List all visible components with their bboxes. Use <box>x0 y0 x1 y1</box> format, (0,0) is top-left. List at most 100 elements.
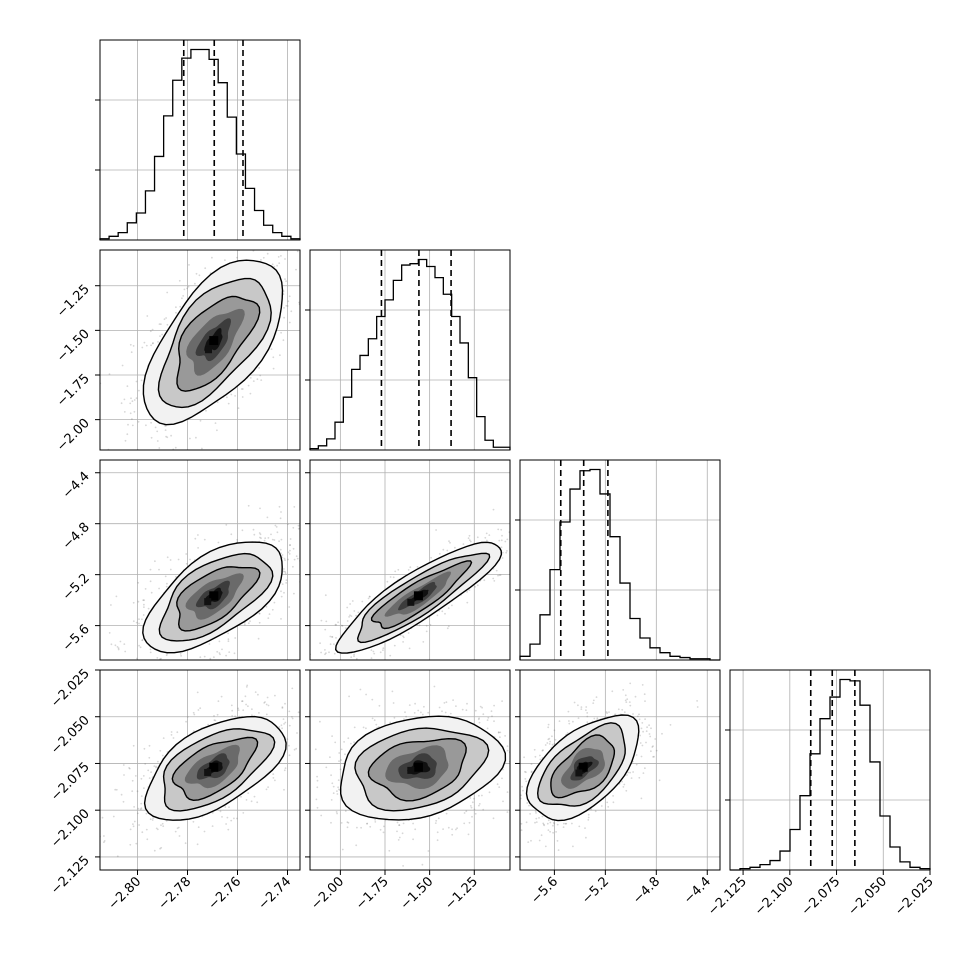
sample-point <box>403 718 405 720</box>
sample-point <box>436 839 439 842</box>
sample-point <box>280 618 282 620</box>
sample-point <box>471 801 474 804</box>
sample-point <box>289 538 292 540</box>
sample-point <box>476 536 479 539</box>
sample-point <box>447 826 450 829</box>
sample-point <box>336 793 339 795</box>
sample-point <box>452 699 454 701</box>
sample-point <box>203 655 206 658</box>
sample-point <box>423 705 425 708</box>
sample-point <box>147 607 150 610</box>
sample-point <box>184 842 187 845</box>
sample-point <box>247 248 249 250</box>
sample-point <box>391 690 394 693</box>
sample-point <box>640 755 643 758</box>
panel-content <box>310 460 519 670</box>
sample-point <box>483 579 486 582</box>
sample-point <box>161 754 164 757</box>
sample-point <box>245 799 248 801</box>
sample-point <box>283 568 285 570</box>
sample-point <box>315 664 317 666</box>
sample-point <box>114 455 116 457</box>
sample-point <box>441 610 444 613</box>
sample-point <box>336 812 338 815</box>
sample-point <box>463 812 466 814</box>
sample-point <box>366 822 368 825</box>
sample-point <box>225 823 228 825</box>
sample-point <box>131 779 134 782</box>
sample-point <box>219 653 221 656</box>
sample-point <box>142 599 145 602</box>
sample-point <box>314 748 317 751</box>
sample-point <box>213 656 215 659</box>
sample-point <box>230 819 233 822</box>
sample-point <box>142 614 145 616</box>
sample-point <box>117 648 120 651</box>
sample-point <box>331 636 334 638</box>
sample-point <box>159 749 162 752</box>
sample-point <box>93 620 95 622</box>
sample-point <box>263 702 266 704</box>
sample-point <box>166 556 169 559</box>
sample-point <box>344 810 347 812</box>
sample-point <box>230 704 233 707</box>
sample-point <box>355 844 358 847</box>
sample-point <box>289 549 291 552</box>
sample-point <box>291 716 293 718</box>
sample-point <box>267 617 270 619</box>
sample-point <box>361 600 364 603</box>
panel-background <box>100 40 300 240</box>
sample-point <box>517 537 519 539</box>
sample-point <box>130 351 133 354</box>
sample-point <box>259 536 261 539</box>
sample-point <box>584 827 586 829</box>
panel-frame <box>309 249 511 451</box>
sample-point <box>165 317 168 319</box>
sample-point <box>123 774 125 776</box>
sample-point <box>506 811 509 813</box>
sample-point <box>382 649 384 651</box>
sample-point <box>284 278 286 280</box>
sample-point <box>307 257 309 259</box>
sample-point <box>372 650 375 653</box>
sample-point <box>421 713 424 716</box>
sample-point <box>133 410 136 413</box>
sample-point <box>336 668 338 670</box>
sample-point <box>140 777 143 780</box>
sample-point <box>148 777 151 779</box>
sample-point <box>149 818 152 821</box>
sample-point <box>303 373 305 375</box>
sample-point <box>522 789 524 792</box>
sample-point <box>289 544 291 547</box>
sample-point <box>402 641 404 643</box>
sample-point <box>193 713 196 716</box>
sample-point <box>247 792 250 794</box>
sample-point <box>359 688 362 691</box>
sample-point <box>276 264 278 267</box>
density-peak <box>413 762 423 772</box>
sample-point <box>141 639 144 642</box>
sample-point <box>504 540 507 543</box>
sample-point <box>493 704 495 707</box>
sample-point <box>398 836 401 839</box>
sample-point <box>516 548 518 550</box>
sample-point <box>156 440 159 442</box>
sample-point <box>199 663 201 665</box>
sample-point <box>286 305 289 307</box>
sample-point <box>158 323 161 325</box>
histogram-step-line <box>99 48 301 240</box>
sample-point <box>324 628 327 631</box>
sample-point <box>438 706 441 709</box>
sample-point <box>199 707 202 710</box>
sample-point <box>491 715 493 718</box>
sample-point <box>249 392 252 395</box>
sample-point <box>241 529 244 532</box>
sample-point <box>213 719 216 722</box>
sample-point <box>254 691 257 693</box>
density-panel-2-1 <box>309 459 519 670</box>
sample-point <box>265 703 268 706</box>
sample-point <box>304 557 306 559</box>
sample-point <box>292 565 294 568</box>
sample-point <box>197 534 199 536</box>
sample-point <box>203 538 206 541</box>
